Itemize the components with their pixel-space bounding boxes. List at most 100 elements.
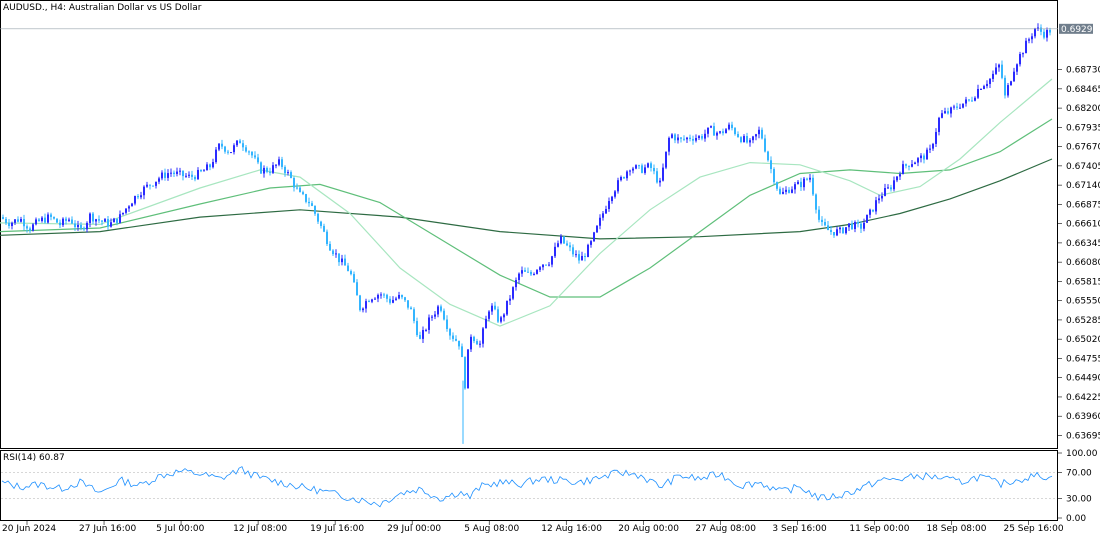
- candle: [467, 349, 469, 389]
- candle: [149, 184, 151, 190]
- candle: [458, 340, 460, 350]
- candle: [500, 315, 502, 324]
- candle: [182, 170, 184, 181]
- candle: [455, 335, 457, 342]
- rsi-tick-label: 70.00: [1066, 469, 1092, 479]
- candle: [464, 356, 466, 390]
- candle: [248, 150, 250, 156]
- candle: [962, 103, 964, 109]
- candle: [632, 166, 634, 174]
- candle: [842, 226, 844, 234]
- candle: [728, 122, 730, 131]
- price-tick-label: 0.66875: [1066, 200, 1100, 210]
- candle: [779, 186, 781, 195]
- candle: [71, 216, 73, 225]
- candle: [143, 185, 145, 200]
- candle: [233, 143, 235, 155]
- price-tick-label: 0.67140: [1066, 181, 1100, 191]
- candle: [752, 135, 754, 144]
- candle: [302, 190, 304, 196]
- candle: [62, 217, 64, 228]
- candle: [863, 218, 865, 232]
- candle: [119, 210, 121, 224]
- candle: [509, 295, 511, 306]
- candle: [8, 218, 10, 229]
- candle: [848, 223, 850, 232]
- candle: [152, 185, 154, 187]
- candle: [161, 170, 163, 181]
- candle: [590, 239, 592, 248]
- candle: [695, 134, 697, 143]
- candle: [656, 168, 658, 184]
- candle: [797, 179, 799, 185]
- price-tick-label: 0.64755: [1066, 354, 1100, 364]
- price-tick-label: 0.63960: [1066, 412, 1100, 422]
- candle: [818, 206, 820, 223]
- candle: [710, 125, 712, 129]
- candle: [686, 136, 688, 143]
- candle: [833, 231, 835, 238]
- candle: [719, 130, 721, 135]
- candle: [989, 78, 991, 89]
- candle: [869, 208, 871, 219]
- candle: [806, 177, 808, 181]
- candle: [1004, 75, 1006, 99]
- candle: [263, 165, 265, 178]
- candle: [608, 197, 610, 212]
- candle: [101, 220, 103, 226]
- candle: [1019, 51, 1021, 67]
- candle: [311, 200, 313, 207]
- candle: [944, 107, 946, 114]
- time-tick-label: 20 Aug 00:00: [618, 524, 679, 534]
- candle: [629, 169, 631, 176]
- candle: [662, 163, 664, 182]
- candle: [344, 254, 346, 266]
- candle: [947, 107, 949, 115]
- candle: [209, 163, 211, 171]
- candle: [911, 160, 913, 168]
- candle: [614, 189, 616, 199]
- current-price-marker: 0.69291: [0, 23, 1098, 35]
- candle: [314, 205, 316, 216]
- time-tick-label: 5 Aug 08:00: [464, 524, 519, 534]
- time-tick-label: 12 Jul 08:00: [233, 524, 287, 534]
- price-tick-label: 0.65285: [1066, 316, 1100, 326]
- candle: [275, 164, 277, 169]
- price-tick-label: 0.66610: [1066, 220, 1100, 230]
- candle: [584, 253, 586, 262]
- candle: [743, 134, 745, 143]
- rsi-tick-label: 30.00: [1066, 495, 1092, 505]
- candle: [827, 221, 829, 231]
- candle: [53, 216, 55, 220]
- candle: [734, 126, 736, 136]
- candle: [1022, 52, 1024, 58]
- candle: [461, 343, 463, 358]
- candle: [539, 266, 541, 272]
- candle: [887, 184, 889, 189]
- candle: [1049, 27, 1051, 36]
- candle: [17, 216, 19, 223]
- price-tick-label: 0.65815: [1066, 277, 1100, 287]
- candle: [866, 214, 868, 223]
- candle: [257, 153, 259, 165]
- candle: [839, 226, 841, 234]
- candle: [389, 296, 391, 305]
- candle: [785, 186, 787, 195]
- candle: [956, 102, 958, 110]
- candle: [941, 110, 943, 119]
- candlestick-series: [2, 23, 1051, 444]
- time-tick-label: 3 Sep 16:00: [772, 524, 827, 534]
- candle: [755, 133, 757, 141]
- candle: [350, 269, 352, 276]
- candle: [56, 218, 58, 223]
- candle: [176, 167, 178, 177]
- candle: [578, 250, 580, 264]
- candle: [104, 217, 106, 222]
- rsi-plot-frame: [0, 450, 1058, 521]
- candle: [107, 216, 109, 230]
- candle: [641, 163, 643, 174]
- candle: [59, 219, 61, 228]
- candle: [14, 219, 16, 225]
- rsi-tick-label: 0.00: [1066, 514, 1086, 524]
- candle: [320, 220, 322, 229]
